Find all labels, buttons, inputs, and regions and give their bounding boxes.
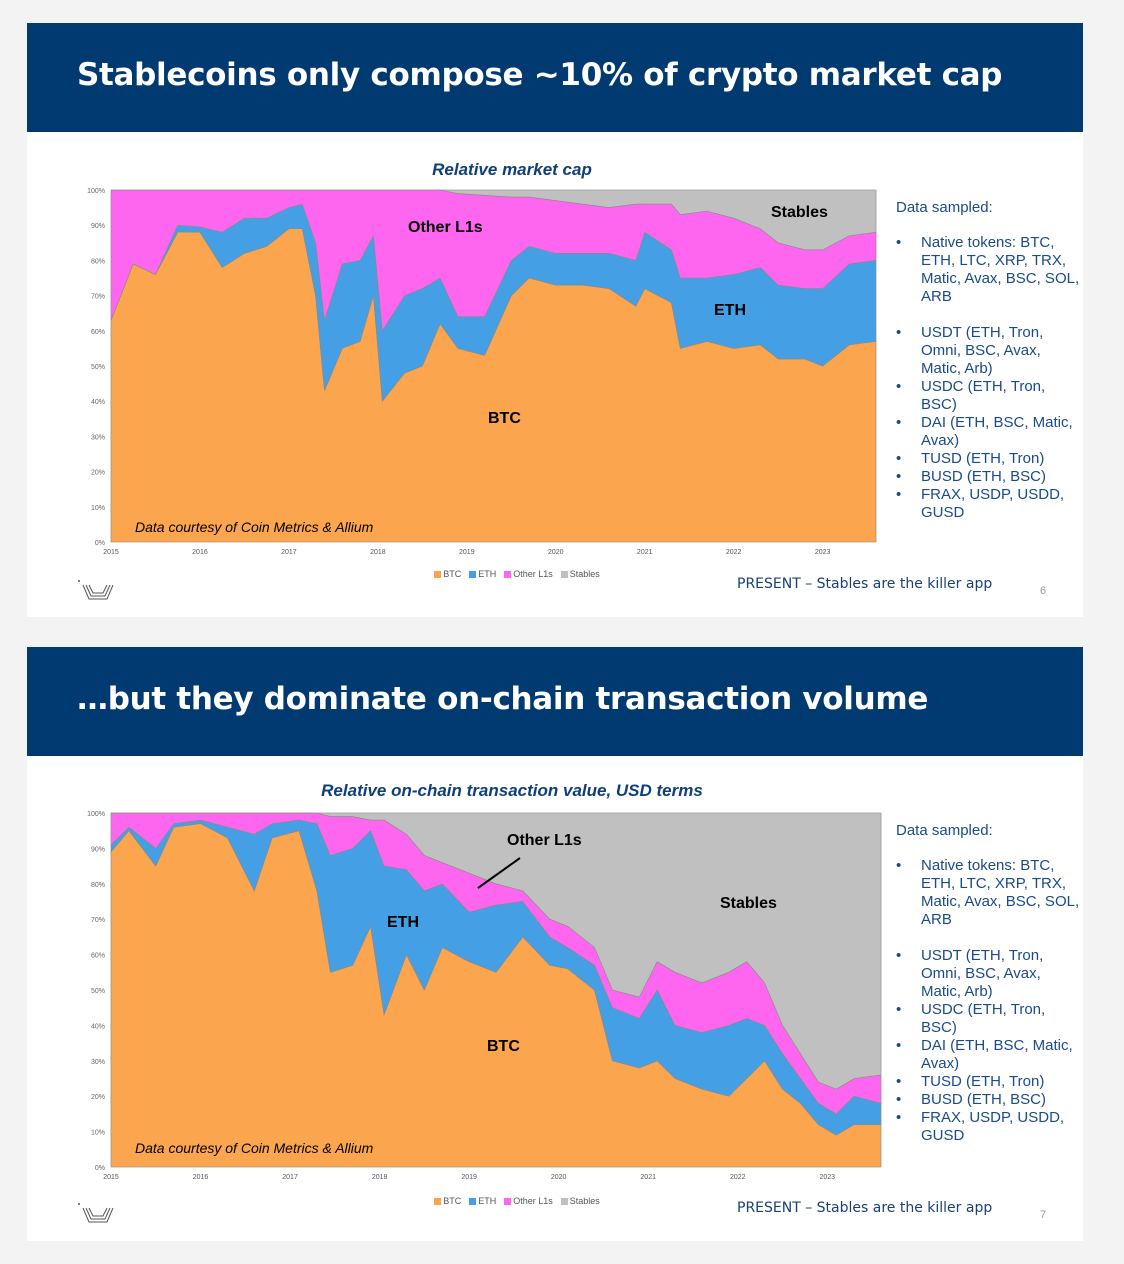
y-tick-label: 0% (95, 1165, 105, 1172)
slide-header: …but they dominate on-chain transaction … (27, 647, 1083, 756)
y-tick-label: 20% (91, 470, 105, 477)
x-tick-label: 2019 (461, 1174, 477, 1181)
data-credit: Data courtesy of Coin Metrics & Allium (135, 519, 374, 535)
chart-title: Relative on-chain transaction value, USD… (321, 781, 703, 800)
slide-7: …but they dominate on-chain transaction … (27, 647, 1083, 1241)
side-item: Native tokens: BTC, ETH, LTC, XRP, TRX, … (896, 857, 1081, 929)
x-tick-label: 2015 (103, 1174, 119, 1181)
company-logo-icon (78, 580, 114, 600)
y-tick-label: 40% (91, 1023, 105, 1030)
y-tick-label: 40% (91, 399, 105, 406)
side-heading: Data sampled: (896, 199, 993, 216)
annotation-btc: BTC (487, 1038, 520, 1055)
data-sampled-panel: Data sampled: Native tokens: BTC, ETH, L… (896, 199, 1081, 522)
side-item: BUSD (ETH, BSC) (896, 1091, 1081, 1109)
x-tick-label: 2018 (370, 549, 386, 556)
legend-stables: Stables (560, 1196, 600, 1206)
x-tick-label: 2015 (103, 549, 119, 556)
annotation-stables: Stables (720, 895, 777, 912)
legend-other-l1s: Other L1s (504, 569, 553, 579)
x-tick-label: 2020 (551, 1174, 567, 1181)
side-item: USDT (ETH, Tron, Omni, BSC, Avax, Matic,… (896, 947, 1081, 1001)
legend-btc: BTC (434, 569, 461, 579)
chart-legend: BTC ETH Other L1s Stables (397, 569, 637, 579)
annotation-other-l1s: Other L1s (408, 219, 483, 236)
x-tick-label: 2021 (640, 1174, 656, 1181)
x-tick-label: 2023 (819, 1174, 835, 1181)
y-tick-label: 50% (91, 988, 105, 995)
y-tick-label: 0% (95, 540, 105, 547)
side-item: BUSD (ETH, BSC) (896, 468, 1081, 486)
x-tick-label: 2016 (193, 1174, 209, 1181)
side-item: USDC (ETH, Tron, BSC) (896, 1001, 1081, 1037)
slide-footer: PRESENT – Stables are the killer app (737, 1200, 993, 1216)
annotation-stables: Stables (771, 204, 828, 221)
y-tick-label: 90% (91, 223, 105, 230)
slide-title: Stablecoins only compose ~10% of crypto … (77, 57, 1003, 93)
y-tick-label: 50% (91, 364, 105, 371)
page-number: 7 (1040, 1209, 1047, 1221)
side-item: FRAX, USDP, USDD, GUSD (896, 1109, 1081, 1145)
x-tick-label: 2020 (548, 549, 564, 556)
annotation-eth: ETH (714, 302, 746, 319)
x-tick-label: 2017 (282, 1174, 298, 1181)
y-tick-label: 70% (91, 917, 105, 924)
x-tick-label: 2021 (637, 549, 653, 556)
annotation-eth: ETH (387, 914, 419, 931)
legend-stables: Stables (560, 569, 600, 579)
x-tick-label: 2022 (730, 1174, 746, 1181)
side-heading: Data sampled: (896, 822, 993, 839)
slide-footer: PRESENT – Stables are the killer app (737, 576, 993, 592)
y-tick-label: 70% (91, 294, 105, 301)
y-tick-label: 100% (87, 811, 105, 818)
annotation-btc: BTC (488, 410, 521, 427)
legend-eth: ETH (469, 1196, 496, 1206)
slide-6: Stablecoins only compose ~10% of crypto … (27, 23, 1083, 617)
y-tick-label: 30% (91, 434, 105, 441)
side-item: USDC (ETH, Tron, BSC) (896, 378, 1081, 414)
x-tick-label: 2023 (815, 549, 831, 556)
y-tick-label: 20% (91, 1094, 105, 1101)
data-credit: Data courtesy of Coin Metrics & Allium (135, 1140, 374, 1156)
y-tick-label: 80% (91, 882, 105, 889)
annotation-arrow (477, 857, 521, 889)
y-tick-label: 60% (91, 953, 105, 960)
legend-other-l1s: Other L1s (504, 1196, 553, 1206)
data-sampled-panel: Data sampled: Native tokens: BTC, ETH, L… (896, 822, 1081, 1145)
y-tick-label: 10% (91, 1130, 105, 1137)
side-item: TUSD (ETH, Tron) (896, 1073, 1081, 1091)
x-tick-label: 2022 (726, 549, 742, 556)
y-tick-label: 60% (91, 329, 105, 336)
y-tick-label: 10% (91, 505, 105, 512)
chart-title: Relative market cap (432, 160, 592, 179)
x-tick-label: 2017 (281, 549, 297, 556)
side-item: Native tokens: BTC, ETH, LTC, XRP, TRX, … (896, 234, 1081, 306)
company-logo-icon (78, 1203, 114, 1223)
side-item: TUSD (ETH, Tron) (896, 450, 1081, 468)
chart-legend: BTC ETH Other L1s Stables (397, 1196, 637, 1206)
side-item: USDT (ETH, Tron, Omni, BSC, Avax, Matic,… (896, 324, 1081, 378)
x-tick-label: 2019 (459, 549, 475, 556)
annotation-other-l1s: Other L1s (507, 832, 582, 849)
y-tick-label: 30% (91, 1059, 105, 1066)
side-item: DAI (ETH, BSC, Matic, Avax) (896, 414, 1081, 450)
x-tick-label: 2016 (192, 549, 208, 556)
page-number: 6 (1040, 585, 1047, 597)
slide-title: …but they dominate on-chain transaction … (77, 681, 929, 717)
legend-btc: BTC (434, 1196, 461, 1206)
area-stables (111, 189, 877, 251)
slide-header: Stablecoins only compose ~10% of crypto … (27, 23, 1083, 132)
side-item: FRAX, USDP, USDD, GUSD (896, 486, 1081, 522)
side-item: DAI (ETH, BSC, Matic, Avax) (896, 1037, 1081, 1073)
transaction-value-chart: 0% 10% 20% 30% 40% 50% 60% 70% 80% 90% 100% 2015 201… (87, 811, 882, 1181)
y-tick-label: 80% (91, 258, 105, 265)
x-tick-label: 2018 (372, 1174, 388, 1181)
legend-eth: ETH (469, 569, 496, 579)
market-cap-chart: 0% 10% 20% 30% 40% 50% 60% 70% 80% 90% 100% 2015 201… (87, 188, 877, 556)
y-tick-label: 100% (87, 188, 105, 195)
y-tick-label: 90% (91, 846, 105, 853)
area-stables (111, 812, 882, 1090)
